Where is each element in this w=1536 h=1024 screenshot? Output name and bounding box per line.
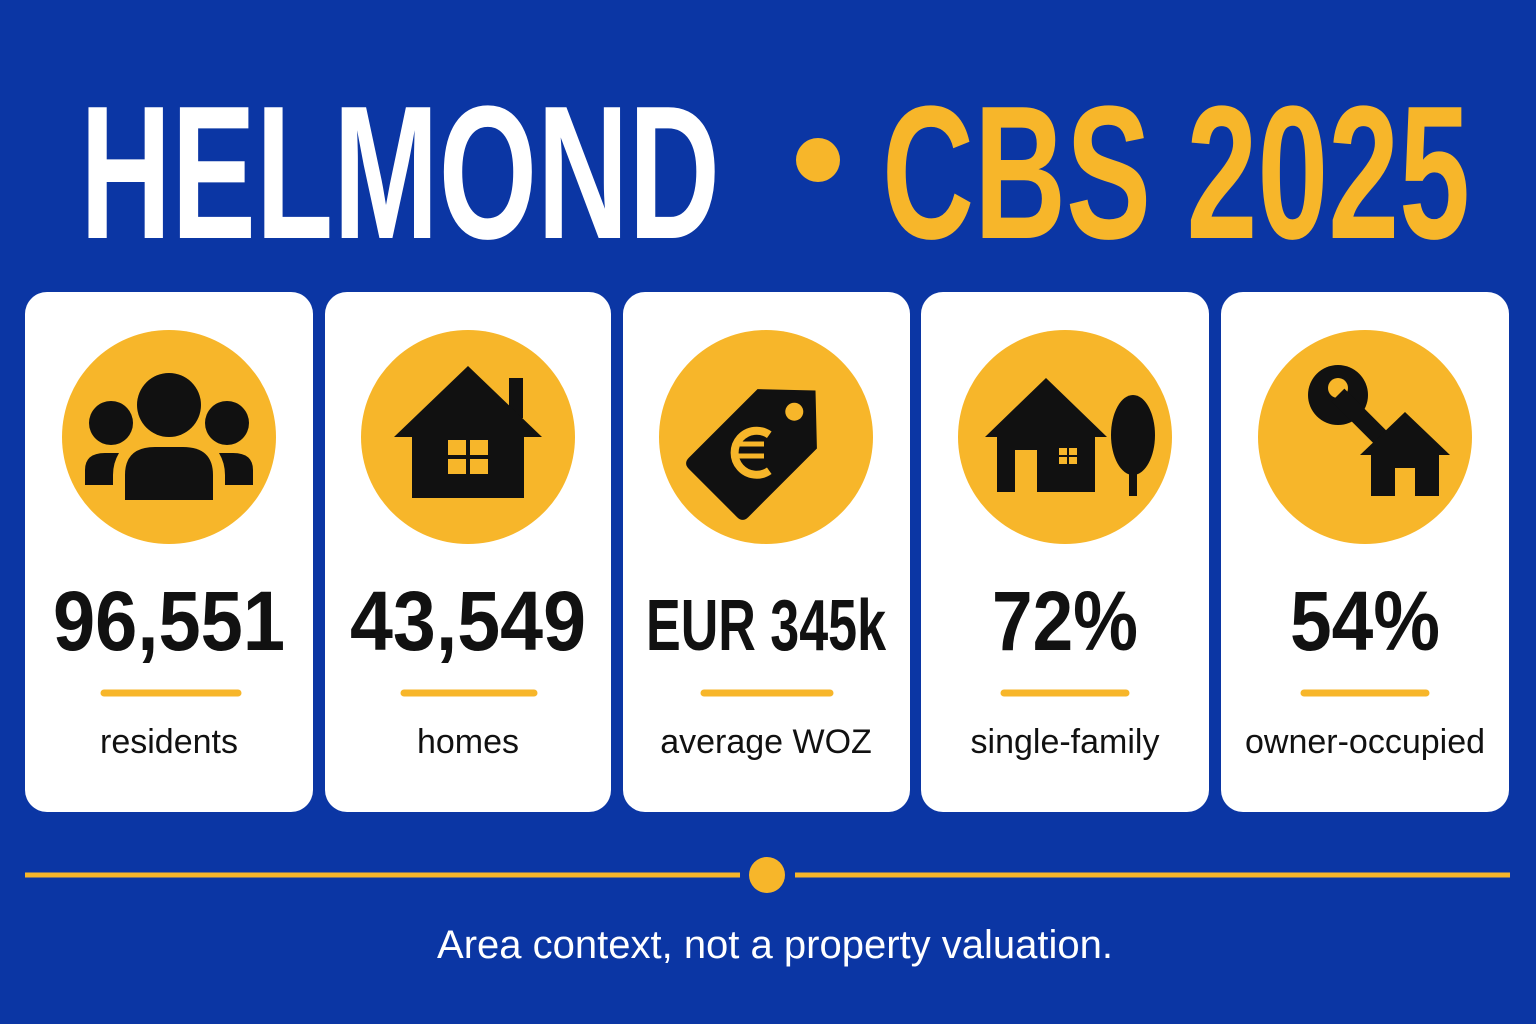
divider-dot [749,857,785,893]
title-dot [796,138,840,182]
stat-card: 43,549 homes [325,292,611,812]
footer-note: Area context, not a property valuation. [437,923,1113,967]
icon-disc [1258,330,1472,544]
single-family-icon [985,378,1155,496]
stat-label: residents [100,723,238,761]
stat-card: 96,551 residents [25,292,313,812]
title-place: HELMOND [80,67,720,279]
title-source: CBS 2025 [882,67,1470,279]
house-icon [394,366,542,498]
stat-value: 43,549 [350,574,586,668]
stat-label: homes [417,723,519,761]
stat-value: 72% [992,574,1138,668]
stat-value: 54% [1290,574,1440,668]
stat-value: EUR 345k [646,586,887,666]
stat-label: average WOZ [660,723,872,761]
stat-card: EUR 345k average WOZ [623,292,910,812]
stat-card: 54% owner-occupied [1221,292,1509,812]
stat-label: owner-occupied [1245,723,1485,761]
stat-value: 96,551 [53,574,285,668]
key-house-icon [1308,365,1450,496]
stat-label: single-family [971,723,1160,761]
stat-card: 72% single-family [921,292,1209,812]
people-icon [85,373,253,500]
euro-sign [738,441,764,459]
